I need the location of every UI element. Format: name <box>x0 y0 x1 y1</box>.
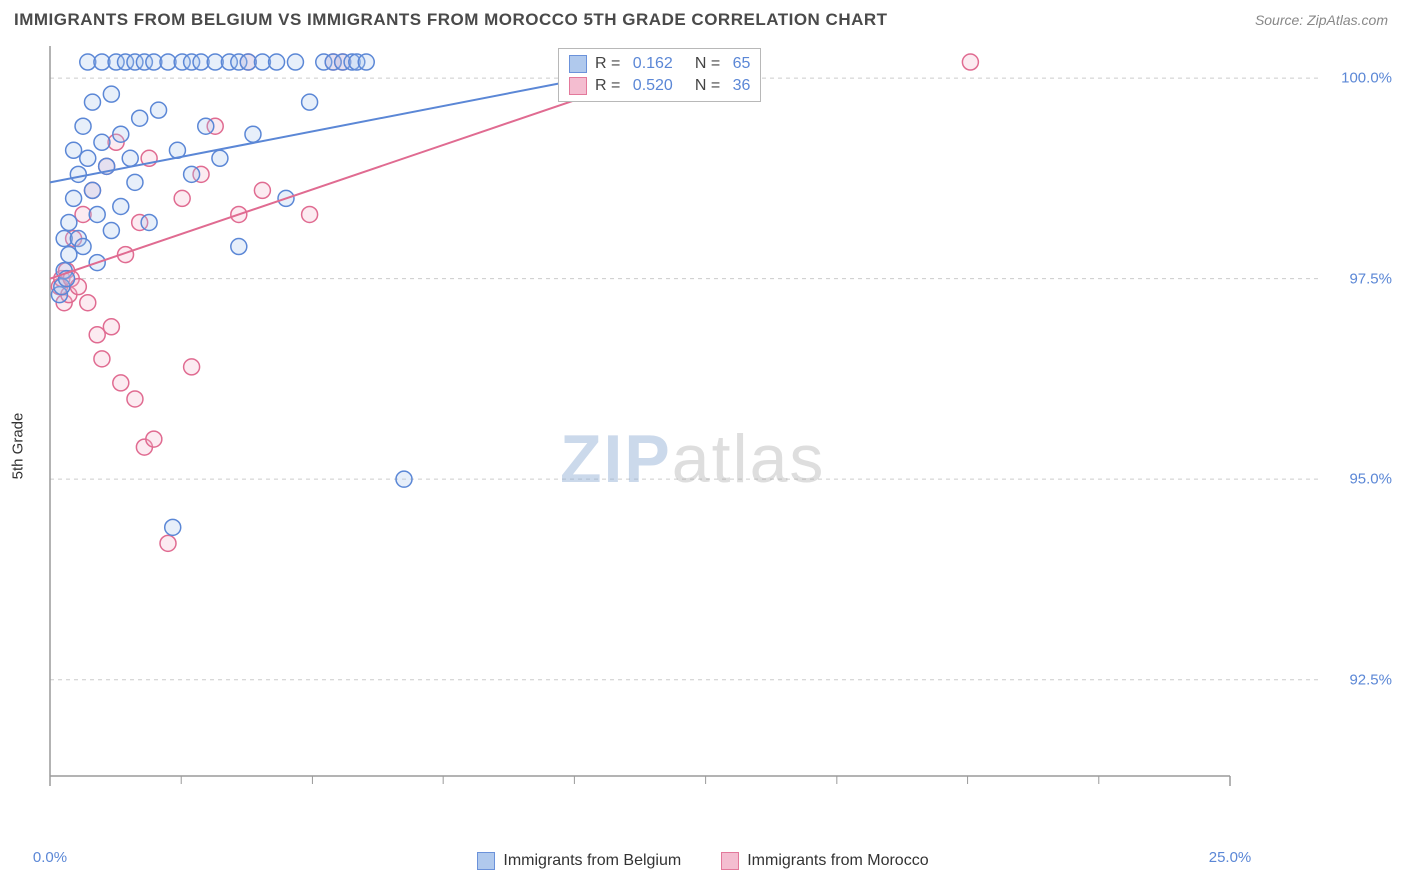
corr-row-belgium: R = 0.162 N = 65 <box>569 53 750 75</box>
source-label: Source: ZipAtlas.com <box>1255 12 1388 28</box>
chart-title: IMMIGRANTS FROM BELGIUM VS IMMIGRANTS FR… <box>14 10 888 30</box>
chart-area <box>48 44 1396 832</box>
n-value: 65 <box>728 55 750 73</box>
legend-swatch <box>721 852 739 870</box>
legend-swatch <box>569 55 587 73</box>
legend-label: Immigrants from Belgium <box>503 852 681 870</box>
r-label: R = <box>595 55 620 73</box>
r-value: 0.520 <box>628 77 672 95</box>
n-label: N = <box>695 77 720 95</box>
series-legend: Immigrants from Belgium Immigrants from M… <box>0 852 1406 870</box>
legend-label: Immigrants from Morocco <box>747 852 928 870</box>
y-axis-label: 5th Grade <box>10 413 27 480</box>
legend-item-morocco: Immigrants from Morocco <box>721 852 928 870</box>
legend-swatch <box>477 852 495 870</box>
legend-item-belgium: Immigrants from Belgium <box>477 852 681 870</box>
r-label: R = <box>595 77 620 95</box>
correlation-legend: R = 0.162 N = 65 R = 0.520 N = 36 <box>558 48 761 102</box>
y-tick-label: 100.0% <box>1341 70 1392 87</box>
y-tick-label: 97.5% <box>1349 270 1392 287</box>
scatter-plot <box>48 44 1318 804</box>
chart-header: IMMIGRANTS FROM BELGIUM VS IMMIGRANTS FR… <box>0 0 1406 36</box>
corr-row-morocco: R = 0.520 N = 36 <box>569 75 750 97</box>
n-label: N = <box>695 55 720 73</box>
n-value: 36 <box>728 77 750 95</box>
y-tick-label: 95.0% <box>1349 471 1392 488</box>
r-value: 0.162 <box>628 55 672 73</box>
x-tick-label: 25.0% <box>1209 849 1252 866</box>
x-tick-label: 0.0% <box>33 849 67 866</box>
y-tick-label: 92.5% <box>1349 671 1392 688</box>
legend-swatch <box>569 77 587 95</box>
